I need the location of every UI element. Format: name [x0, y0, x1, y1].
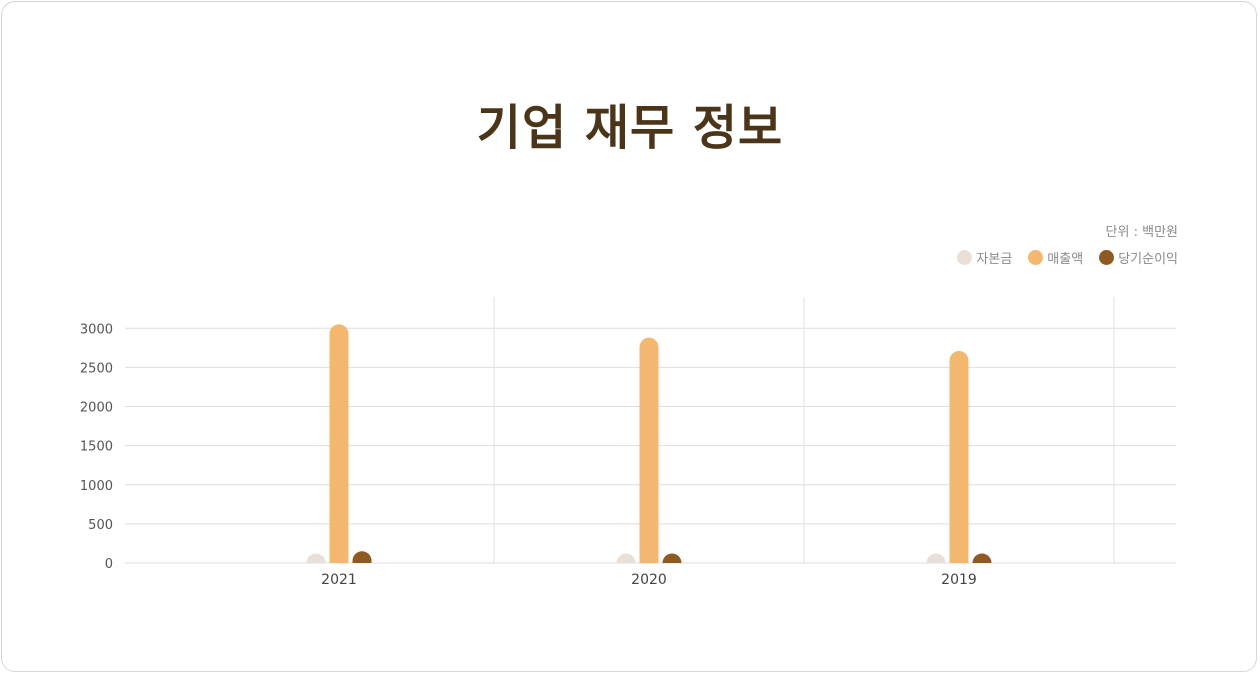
legend-swatch-capital — [957, 250, 973, 265]
chart-title: 기업 재무 정보 — [476, 100, 784, 156]
y-tick-label: 500 — [88, 518, 113, 533]
y-tick-label: 1000 — [80, 479, 113, 494]
bar-revenue-2021[interactable] — [329, 324, 349, 563]
x-tick-label: 2019 — [941, 572, 977, 588]
legend-item-net-income[interactable]: 당기순이익 — [1099, 248, 1178, 267]
x-tick-label: 2021 — [321, 572, 357, 588]
bar-net-income-2021[interactable] — [352, 551, 372, 563]
legend-label-revenue: 매출액 — [1047, 252, 1084, 267]
bar-capital-2019[interactable] — [926, 553, 946, 564]
bar-revenue-2019[interactable] — [949, 350, 969, 563]
x-tick-label: 2020 — [631, 572, 667, 588]
legend: 자본금 매출액 당기순이익 — [957, 248, 1178, 267]
bar-net-income-2019[interactable] — [972, 553, 992, 564]
legend-label-net-income: 당기순이익 — [1118, 252, 1178, 267]
bar-capital-2020[interactable] — [616, 553, 636, 564]
legend-item-revenue[interactable]: 매출액 — [1028, 248, 1083, 267]
bar-capital-2021[interactable] — [306, 553, 326, 564]
legend-label-capital: 자본금 — [976, 252, 1013, 267]
bar-revenue-2020[interactable] — [639, 337, 659, 563]
bars — [306, 324, 992, 564]
axis-labels: 0 500 1000 1500 2000 2500 3000 2021 2020 2019 — [80, 322, 977, 588]
legend-swatch-revenue — [1028, 250, 1044, 265]
y-tick-label: 3000 — [80, 322, 113, 337]
y-tick-label: 2500 — [80, 361, 113, 376]
y-tick-label: 0 — [105, 557, 113, 572]
y-tick-label: 1500 — [80, 440, 113, 455]
bar-net-income-2020[interactable] — [662, 553, 682, 564]
unit-label: 단위 : 백만원 — [1105, 225, 1178, 240]
y-tick-label: 2000 — [80, 401, 113, 416]
legend-item-capital[interactable]: 자본금 — [957, 248, 1012, 267]
legend-swatch-net-income — [1099, 250, 1115, 265]
